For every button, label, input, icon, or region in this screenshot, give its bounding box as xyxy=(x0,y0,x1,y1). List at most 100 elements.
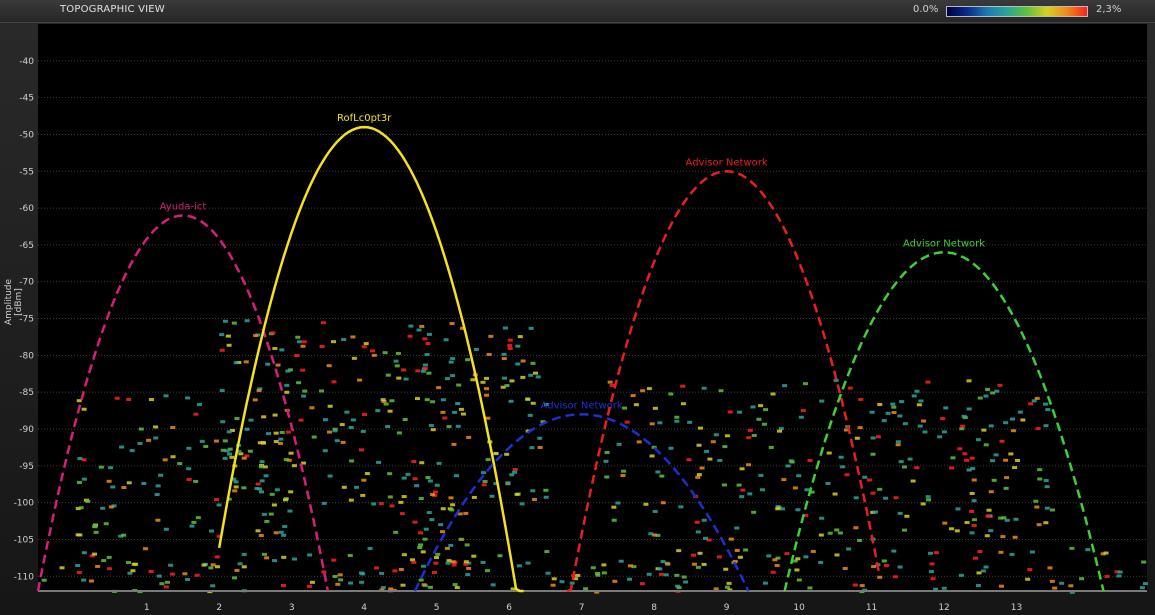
density-cell xyxy=(998,516,1004,520)
density-cell xyxy=(530,401,536,405)
view-title: TOPOGRAPHIC VIEW xyxy=(60,4,165,15)
density-cell xyxy=(1015,458,1021,462)
density-cell xyxy=(465,573,471,577)
density-cell xyxy=(616,442,622,446)
density-cell xyxy=(1069,590,1075,594)
density-cell xyxy=(261,512,267,516)
density-cell xyxy=(1104,574,1110,578)
density-cell xyxy=(168,563,174,567)
density-cell xyxy=(902,422,908,426)
density-cell xyxy=(81,578,87,582)
density-cell xyxy=(510,587,516,591)
density-cell xyxy=(795,557,801,561)
density-cell xyxy=(770,570,776,574)
density-cell xyxy=(697,426,703,430)
density-cell xyxy=(544,550,550,554)
density-cell xyxy=(234,417,240,421)
density-cell xyxy=(504,452,510,456)
density-cell xyxy=(1068,584,1074,588)
x-tick-label: 7 xyxy=(579,603,585,613)
density-cell xyxy=(241,552,247,556)
density-cell xyxy=(883,496,889,500)
density-cell xyxy=(512,470,518,474)
density-cell xyxy=(501,352,507,356)
density-cell xyxy=(825,481,831,485)
density-cell xyxy=(583,587,589,591)
density-cell xyxy=(925,380,931,384)
density-cell xyxy=(471,554,477,558)
density-cell xyxy=(775,556,781,560)
density-cell xyxy=(381,400,387,404)
density-cell xyxy=(873,510,879,514)
density-cell xyxy=(78,506,84,510)
density-cell xyxy=(1004,476,1010,480)
density-cell xyxy=(505,481,511,485)
density-cell xyxy=(966,468,972,472)
density-cell xyxy=(193,479,199,483)
density-cell xyxy=(636,440,642,444)
density-cell xyxy=(466,566,472,570)
density-cell xyxy=(810,549,816,553)
density-cell xyxy=(739,495,745,499)
density-cell xyxy=(440,507,446,511)
density-cell xyxy=(426,332,432,336)
density-cell xyxy=(203,444,209,448)
density-cell xyxy=(917,424,923,428)
density-cell xyxy=(875,435,881,439)
density-cell xyxy=(624,420,630,424)
density-cell xyxy=(268,512,274,516)
density-cell xyxy=(456,383,462,387)
density-cell xyxy=(746,436,752,440)
density-cell xyxy=(1100,552,1106,556)
density-cell xyxy=(463,560,469,564)
density-cell xyxy=(420,369,426,373)
density-cell xyxy=(515,362,521,366)
density-cell xyxy=(918,399,924,403)
density-cell xyxy=(338,578,344,582)
density-cell xyxy=(430,493,436,497)
density-cell xyxy=(226,343,232,347)
density-cell xyxy=(354,485,360,489)
density-cell xyxy=(398,567,404,571)
density-cell xyxy=(680,384,686,388)
density-cell xyxy=(236,449,242,453)
density-cell xyxy=(262,552,268,556)
density-cell xyxy=(916,403,922,407)
density-cell xyxy=(704,449,710,453)
density-cell xyxy=(926,498,932,502)
density-cell xyxy=(337,573,343,577)
density-cell xyxy=(777,429,783,433)
density-cell xyxy=(485,458,491,462)
density-cell xyxy=(419,324,425,328)
density-cell xyxy=(1001,516,1007,520)
density-cell xyxy=(1020,418,1026,422)
density-cell xyxy=(833,378,839,382)
density-cell xyxy=(309,580,315,584)
density-cell xyxy=(357,378,363,382)
density-cell xyxy=(1003,458,1009,462)
density-cell xyxy=(284,390,290,394)
density-cell xyxy=(500,385,506,389)
density-cell xyxy=(133,562,139,566)
density-cell xyxy=(227,447,233,451)
density-cell xyxy=(781,478,787,482)
density-cell xyxy=(421,564,427,568)
density-cell xyxy=(798,415,804,419)
density-cell xyxy=(480,560,486,564)
density-cell xyxy=(126,481,132,485)
density-cell xyxy=(655,533,661,537)
density-cell xyxy=(118,534,124,538)
density-cell xyxy=(921,419,927,423)
density-cell xyxy=(270,331,276,335)
density-cell xyxy=(401,368,407,372)
density-cell xyxy=(348,425,354,429)
density-cell xyxy=(440,530,446,534)
density-cell xyxy=(691,553,697,557)
y-tick-label: -45 xyxy=(19,94,34,104)
density-cell xyxy=(389,504,395,508)
density-cell xyxy=(327,474,333,478)
density-cell xyxy=(631,565,637,569)
density-cell xyxy=(278,437,284,441)
y-tick-label: -50 xyxy=(19,130,34,140)
density-cell xyxy=(794,568,800,572)
